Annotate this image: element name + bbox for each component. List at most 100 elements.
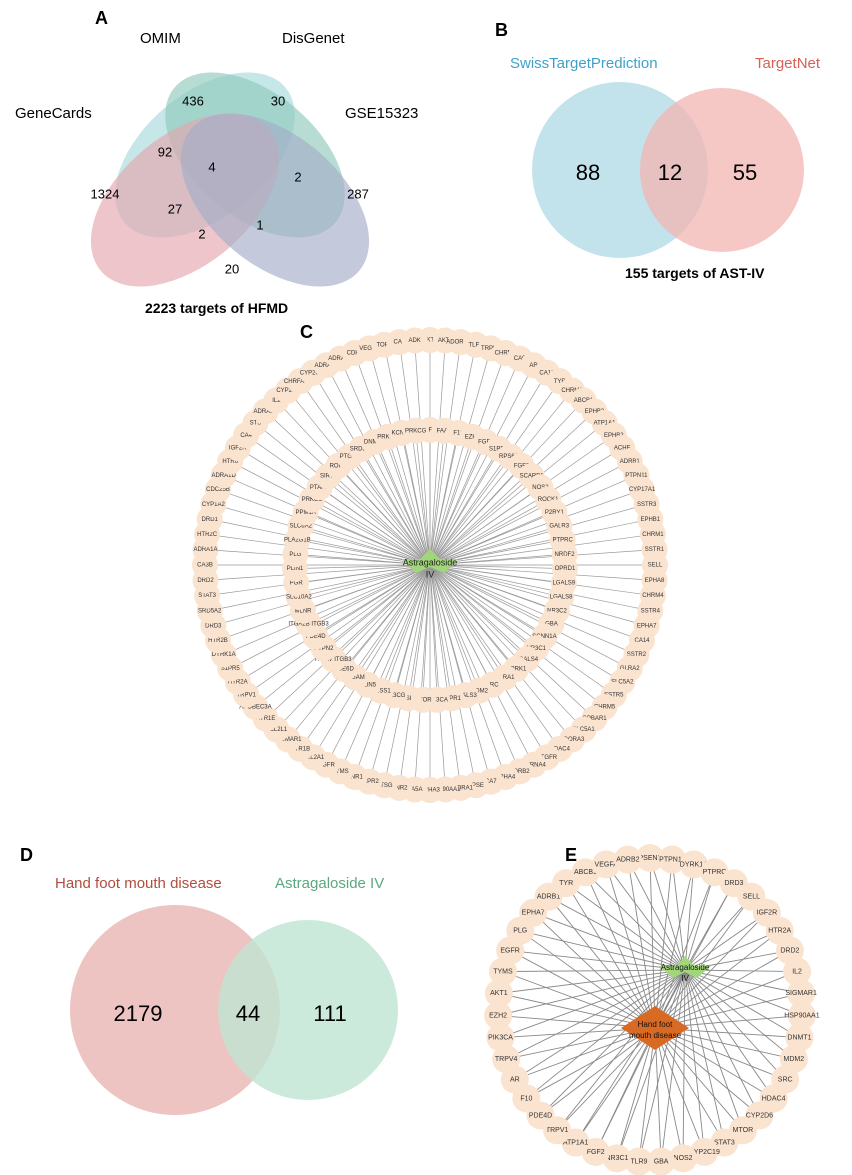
edge: [606, 864, 655, 1028]
edge: [399, 565, 430, 788]
venn2-d: 2179 44 111: [20, 895, 430, 1125]
hub-hfmd: Hand foot mouth disease: [621, 1006, 689, 1050]
gene-node-label: DRD3: [205, 623, 222, 629]
gene-node-label: IGF2R: [757, 910, 778, 917]
gene-node-label: GBA: [654, 1158, 669, 1165]
val-gc-disg-gse: 2: [198, 226, 205, 241]
edge: [655, 1028, 704, 1152]
gene-node-label: TYR: [559, 880, 573, 887]
gene-node-label: TLR9: [630, 1158, 647, 1165]
val-swiss-only: 88: [576, 160, 600, 185]
val-omim-disg-gse: 1: [256, 217, 263, 232]
gene-node-label: TYMS: [493, 968, 513, 975]
panel-b-label: B: [495, 20, 508, 41]
gene-node-label: HTR2B: [208, 638, 228, 644]
set-label-hfmd: Hand foot mouth disease: [55, 875, 222, 892]
gene-node-label: PSEN2: [639, 855, 662, 862]
svg-text:Astragaloside: Astragaloside: [661, 963, 710, 972]
gene-node-label: SIGMAR1: [785, 990, 817, 997]
val-astiv-only: 111: [313, 1001, 346, 1026]
gene-node-label: ADRB1: [537, 894, 560, 901]
edge: [685, 970, 774, 1098]
gene-node-label: EGFR: [500, 947, 519, 954]
val-omim-only: 436: [182, 93, 204, 108]
edge: [685, 897, 751, 970]
val-targetnet-only: 55: [733, 160, 757, 185]
gene-node-label: CYP1A2: [202, 502, 226, 508]
val-hfmd-only: 2179: [114, 1001, 163, 1026]
edge: [576, 970, 685, 1143]
gene-node-label: PIK3CA: [488, 1034, 513, 1041]
edge: [207, 534, 430, 565]
svg-text:IV: IV: [681, 974, 689, 983]
val-gc-omim: 92: [158, 144, 172, 159]
edge: [430, 550, 654, 565]
edge: [685, 970, 785, 1080]
gene-node-label: MDM2: [784, 1056, 805, 1063]
edge: [430, 534, 653, 565]
svg-text:IV: IV: [426, 569, 435, 579]
val-disg-gse: 2: [294, 169, 301, 184]
svg-text:Hand foot: Hand foot: [638, 1020, 673, 1029]
edge: [430, 565, 654, 580]
gene-node-label: NOS2: [674, 1155, 693, 1162]
gene-node-label: PDE4D: [529, 1112, 552, 1119]
edge: [585, 872, 655, 1028]
gene-node-label: AR: [510, 1076, 520, 1083]
gene-node-label: DRD2: [197, 578, 214, 584]
val-disgenet-only: 30: [271, 93, 285, 108]
edge: [655, 860, 672, 1028]
gene-node-label: PRKCG: [405, 428, 427, 434]
gene-node-label: DYRK1A: [212, 652, 236, 658]
panel-a-label: A: [95, 8, 108, 29]
gene-node-label: FGF2: [587, 1149, 605, 1156]
gene-node-label: CA3B: [197, 563, 213, 569]
val-d-inter: 44: [236, 1001, 260, 1026]
edge: [206, 550, 430, 565]
edge: [388, 437, 430, 565]
gene-node-label: MTOR: [733, 1127, 753, 1134]
gene-node-label: DRD3: [724, 880, 743, 887]
edge: [661, 970, 685, 1162]
gene-node-label: ADRA1A: [194, 547, 218, 553]
val-gc-gse: 20: [225, 261, 239, 276]
network-e: PSEN2PTPN11DYRK1APTPRCDRD3SELLIGF2RHTR2A…: [450, 830, 850, 1175]
venn2-b: 88 12 55: [490, 70, 840, 270]
edge: [430, 565, 461, 788]
gene-node-label: EPHA7: [522, 910, 545, 917]
svg-text:Astragaloside: Astragaloside: [403, 557, 458, 567]
gene-node-label: HDAC4: [762, 1095, 786, 1102]
gene-node-label: SRC: [778, 1076, 793, 1083]
val-gse-only: 287: [347, 186, 369, 201]
edge: [430, 437, 472, 565]
val-gc-disg: 27: [168, 201, 182, 216]
edge: [430, 341, 445, 565]
gene-node-label: PLG: [513, 928, 527, 935]
gene-node-label: DRD2: [780, 947, 799, 954]
edge: [499, 970, 685, 993]
gene-node-label: F10: [520, 1095, 532, 1102]
gene-node-label: HTR2C: [197, 532, 218, 538]
network-c: FDFT1FAAHF10EZH2FGF1S1PR3RPS6A1FGF2SCARB…: [170, 315, 690, 815]
edge: [617, 970, 685, 1158]
svg-text:mouth disease: mouth disease: [629, 1031, 682, 1040]
gene-node-label: HSP90AA1: [784, 1012, 820, 1019]
gene-node-label: ADK: [408, 338, 420, 344]
gene-node-label: DNMT1: [787, 1034, 811, 1041]
gene-node-label: EZH2: [489, 1012, 507, 1019]
edge: [685, 970, 724, 1143]
venn4-a: 1324 436 30 287 92 4 27 2 2 1 20: [40, 40, 420, 310]
gene-node-label: AKT1: [490, 990, 508, 997]
gene-node-label: CDC25B: [206, 487, 230, 493]
gene-node-label: STAT3: [714, 1139, 735, 1146]
gene-node-label: STAT3: [198, 593, 216, 599]
gene-node-label: SELL: [743, 894, 760, 901]
edge: [415, 341, 430, 565]
edge: [206, 565, 430, 580]
gene-node-label: IL2: [792, 968, 802, 975]
gene-node-label: TRPV1: [546, 1127, 569, 1134]
panel-d-label: D: [20, 845, 33, 866]
gene-node-label: ITGA2B ITGB3: [288, 622, 329, 628]
gene-node-label: SRD5A2: [198, 608, 222, 614]
gene-node-label: HTR2A: [768, 928, 791, 935]
